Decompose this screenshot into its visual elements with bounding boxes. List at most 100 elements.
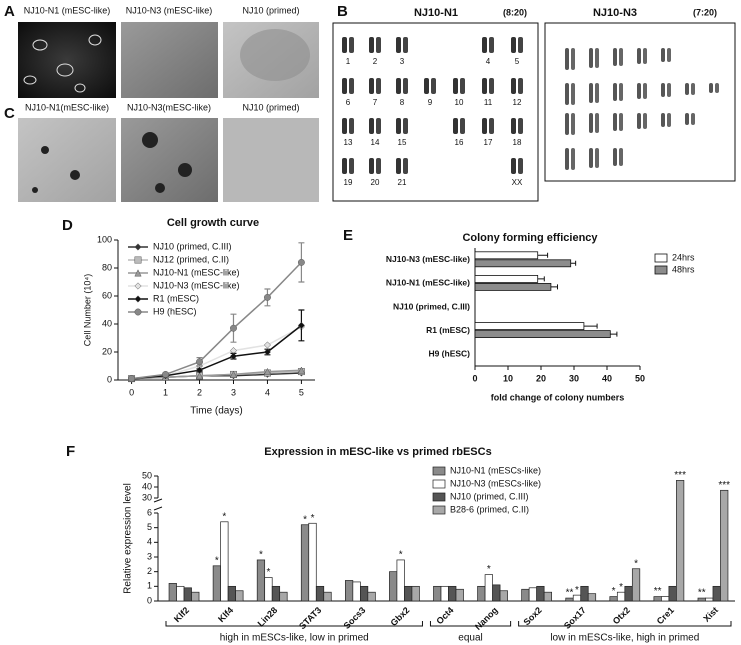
- chromosome: [489, 37, 494, 53]
- point: [263, 348, 272, 356]
- panel-letter: D: [62, 217, 73, 234]
- chromosome: [565, 48, 569, 70]
- chromosome: [709, 83, 713, 93]
- y-tick-label: 50: [142, 470, 152, 480]
- category-label: Klf2: [172, 605, 191, 624]
- y-tick-label: 5: [147, 522, 152, 532]
- category-label: Gbx2: [389, 605, 412, 628]
- legend-label: 24hrs: [672, 252, 695, 262]
- x-tick-label: 2: [197, 387, 202, 397]
- chromosome: [643, 83, 647, 99]
- legend-swatch: [432, 492, 446, 502]
- category-label: NJ10-N1 (mESC-like): [386, 278, 470, 288]
- bar: [235, 590, 244, 602]
- colonies: [32, 132, 192, 193]
- x-tick-label: 0: [129, 387, 134, 397]
- chromosome: [342, 158, 347, 174]
- legend-swatch: [432, 466, 446, 476]
- bar: [543, 591, 553, 602]
- chromosome: [376, 78, 381, 94]
- significance-label: **: [566, 588, 574, 599]
- chromosome-label: 5: [515, 57, 520, 66]
- bar: [389, 571, 398, 602]
- chromosome-label: 4: [486, 57, 491, 66]
- bar: [183, 587, 192, 602]
- legend-swatch: [654, 265, 668, 275]
- chromosome-label: XX: [512, 178, 523, 187]
- micrograph: [121, 22, 218, 98]
- y-tick-label: 0: [147, 595, 152, 605]
- chromosome: [396, 118, 401, 134]
- significance-label: *: [634, 558, 638, 569]
- error-bar: [570, 260, 577, 266]
- x-tick-label: 5: [299, 387, 304, 397]
- bar: [300, 524, 310, 602]
- chromosome: [403, 37, 408, 53]
- chromosome: [589, 148, 593, 168]
- bar: [474, 322, 585, 331]
- chromosome: [571, 83, 575, 105]
- bar: [474, 282, 552, 291]
- bar: [191, 591, 200, 602]
- bar: [474, 274, 539, 283]
- bar: [609, 596, 618, 602]
- chromosome: [342, 37, 347, 53]
- chromosome: [595, 113, 599, 133]
- chromosome: [619, 83, 623, 101]
- y-tick-label: 30: [142, 492, 152, 502]
- chromosome: [342, 118, 347, 134]
- x-tick-label: 20: [536, 373, 546, 383]
- x-tick-label: 4: [265, 387, 270, 397]
- chromosome: [637, 113, 641, 129]
- chromosome: [424, 78, 429, 94]
- bar: [220, 521, 229, 602]
- legend-label: NJ10 (primed, C.III): [450, 491, 529, 501]
- error-bar: [537, 252, 549, 258]
- bar: [474, 259, 572, 268]
- bar: [212, 565, 221, 602]
- colonies: [23, 34, 102, 93]
- y-tick-label: 6: [147, 507, 152, 517]
- legend-swatch: [654, 253, 668, 263]
- chromosome: [691, 83, 695, 95]
- legend-marker: [134, 295, 142, 303]
- x-tick-label: 40: [602, 373, 612, 383]
- x-tick-label: 0: [472, 373, 477, 383]
- bar: [176, 585, 185, 602]
- micrograph: [223, 118, 319, 202]
- bar: [499, 590, 508, 602]
- point: [297, 321, 305, 329]
- bar: [474, 251, 539, 260]
- bar: [580, 585, 589, 602]
- chromosome: [518, 78, 523, 94]
- bar: [668, 585, 677, 602]
- category-label: NJ10 (primed, C.III): [393, 301, 470, 311]
- group-label: low in mESCs-like, high in primed: [550, 633, 699, 644]
- legend-marker: [134, 256, 142, 264]
- point: [230, 324, 237, 332]
- chromosome: [511, 78, 516, 94]
- legend-label: 48hrs: [672, 264, 695, 274]
- legend-marker: [134, 282, 142, 290]
- chromosome: [489, 78, 494, 94]
- image-label: NJ10 (primed): [242, 5, 299, 15]
- bar: [653, 596, 662, 602]
- chromosome-label: 13: [344, 138, 353, 147]
- chromosome: [453, 118, 458, 134]
- chromosome: [396, 78, 401, 94]
- category-label: Xist: [701, 605, 720, 624]
- karyotype-ratio: (7:20): [693, 7, 717, 17]
- significance-label: *: [266, 567, 270, 578]
- chromosome: [342, 78, 347, 94]
- y-axis-label: Relative expression level: [123, 483, 134, 594]
- chromosome-label: 8: [400, 98, 405, 107]
- bar: [396, 559, 405, 602]
- x-tick-label: 30: [569, 373, 579, 383]
- chromosome: [571, 148, 575, 170]
- chromosome: [613, 48, 617, 66]
- bar: [323, 591, 332, 602]
- panel-letter: C: [4, 105, 15, 122]
- chromosome: [369, 158, 374, 174]
- chromosome-label: 14: [371, 138, 380, 147]
